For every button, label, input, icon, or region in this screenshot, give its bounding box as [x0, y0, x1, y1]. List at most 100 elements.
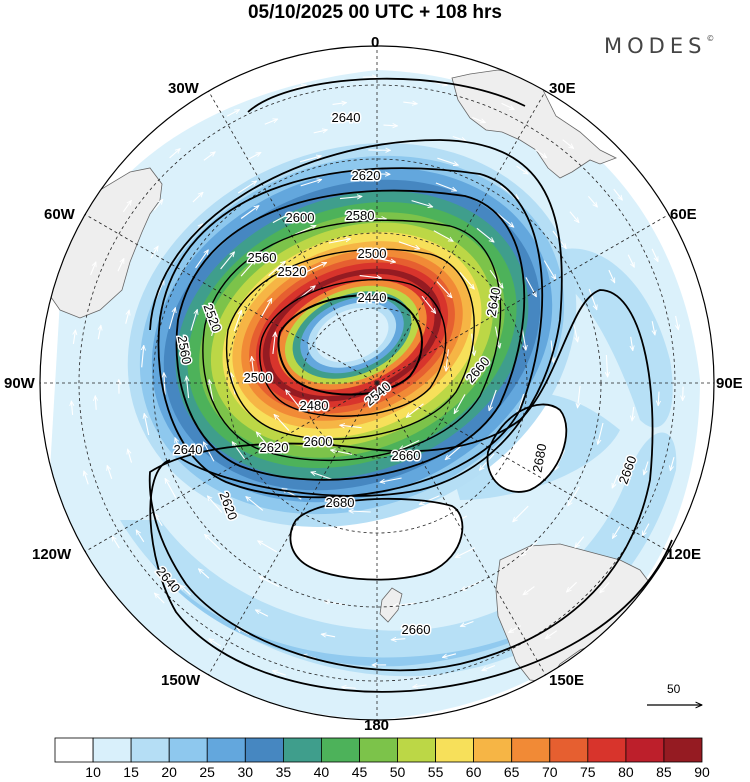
wind-vector [442, 653, 457, 658]
contour-label: 2660 [402, 622, 431, 637]
wind-vector [551, 340, 553, 363]
wind-vector [608, 269, 616, 283]
wind-vector [642, 523, 650, 536]
colorbar-label: 30 [237, 764, 254, 780]
wind-vector [299, 156, 321, 163]
contour-label: 2520 [278, 264, 307, 279]
colorbar-label: 35 [275, 764, 292, 780]
wind-vector [476, 227, 494, 242]
meridian-line [84, 382, 378, 552]
contour-label: 2580 [346, 208, 375, 223]
wind-vector [98, 325, 101, 340]
wind-vector [411, 200, 433, 207]
wind-vector [391, 639, 406, 640]
wind-vector [433, 82, 448, 85]
contour-label: 2620 [260, 440, 289, 455]
meridian-line [84, 214, 378, 384]
wind-vector [651, 248, 659, 262]
wind-vector [295, 226, 316, 235]
wind-vector [543, 407, 550, 429]
wind-vector [523, 586, 535, 595]
wind-vector [205, 535, 221, 551]
wind-vector [612, 474, 619, 488]
wind-vector [588, 288, 597, 310]
wind-vector [180, 585, 191, 596]
brand-logo: MODES© [604, 34, 714, 58]
lon-label-90e: 90E [716, 375, 743, 392]
wind-vector [359, 276, 382, 279]
contour-label: 2680 [530, 442, 550, 473]
wind-vector [545, 630, 558, 639]
wind-vector [342, 687, 356, 688]
contour-2680-south [289, 497, 464, 581]
wind-vector [393, 602, 416, 606]
colorbar-swatch [282, 737, 322, 763]
wind-vector [683, 386, 684, 401]
contour-label: 2620 [352, 168, 381, 183]
wind-vector [644, 461, 649, 475]
wind-vector [572, 320, 578, 342]
wind-vector [209, 639, 222, 647]
wind-vector [203, 152, 215, 161]
wind-vector [328, 239, 351, 244]
wind-vector [670, 456, 675, 471]
wind-vector [155, 514, 163, 526]
meridian-line [376, 214, 670, 384]
lon-label-120w: 120W [32, 546, 72, 563]
wind-vector [292, 85, 307, 90]
wind-vector [632, 406, 634, 421]
wind-vector [368, 174, 390, 175]
wind-vector [489, 389, 497, 411]
lon-label-30e: 30E [549, 80, 576, 97]
wind-vectors [71, 77, 683, 688]
lon-label-90w: 90W [4, 375, 35, 392]
wind-vector [652, 321, 655, 335]
wind-vector [521, 328, 526, 351]
wind-vector [437, 157, 458, 165]
colorbar-label: 60 [465, 764, 482, 780]
lon-label-150w: 150W [161, 672, 201, 689]
wind-vector [256, 432, 272, 449]
wind-vector [246, 497, 264, 511]
wind-vector [248, 153, 261, 160]
wind-vector [448, 515, 468, 527]
colorbar-label: 50 [389, 764, 406, 780]
meridian-line [208, 382, 378, 676]
colorbar-swatch [130, 737, 170, 763]
contour-2600 [175, 189, 526, 481]
contour-2520 [225, 248, 475, 440]
wind-vector [383, 125, 398, 126]
wind-vector [71, 401, 72, 415]
colorbar-label: 70 [542, 764, 558, 780]
wind-vector [380, 477, 402, 482]
colorbar-swatch [473, 737, 513, 763]
lon-label-0: 0 [371, 34, 380, 51]
colorbar-swatch [511, 737, 551, 763]
contour-label: 2640 [484, 286, 504, 317]
wind-vector [164, 373, 165, 395]
wind-vector [509, 625, 522, 633]
colorbar-swatch [587, 737, 627, 763]
wind-vector [658, 391, 659, 406]
wind-vector [454, 394, 466, 413]
meridian-line [376, 382, 670, 552]
lon-label-120e: 120E [666, 546, 702, 563]
contour-2560 [202, 219, 502, 462]
contour-label: 2480 [300, 398, 329, 413]
wind-vector [567, 581, 577, 592]
wind-vector [192, 192, 203, 203]
colorbar-swatch [397, 737, 436, 763]
lon-label-180: 180 [364, 717, 390, 734]
colorbar-label: 45 [351, 764, 368, 780]
wind-vector [613, 526, 621, 538]
wind-vector [211, 315, 218, 337]
wind-vector [150, 246, 158, 259]
colorbar-label: 20 [161, 764, 177, 780]
colorbar-swatch [206, 737, 246, 763]
contour-2440 [277, 294, 423, 396]
wind-vector [332, 103, 347, 105]
contour-label: 2560 [175, 334, 195, 365]
lon-label-150e: 150E [549, 672, 585, 689]
meridian-line [208, 90, 378, 384]
